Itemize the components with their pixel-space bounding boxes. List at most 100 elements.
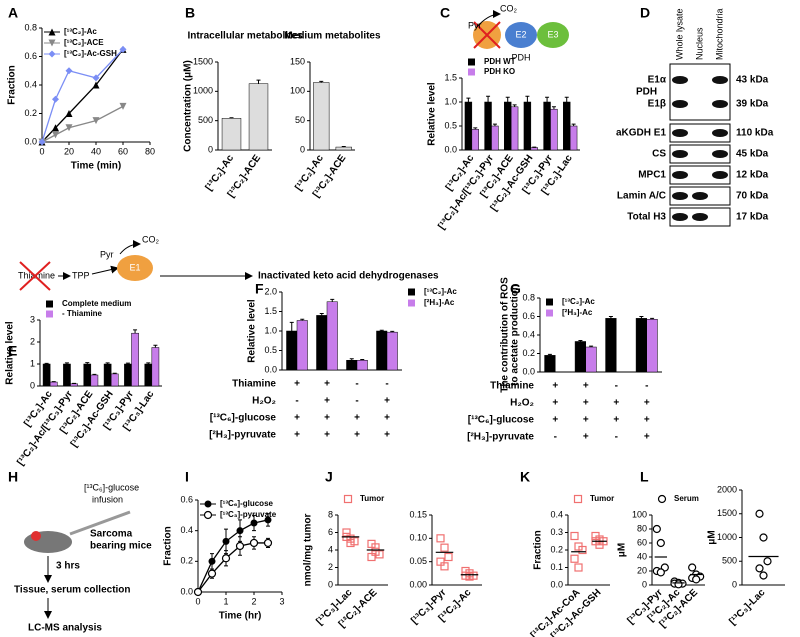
- y-tick-label: 1: [30, 358, 35, 368]
- condition-sign: +: [324, 379, 330, 390]
- point: [208, 557, 216, 565]
- bar: [296, 320, 308, 371]
- point: [688, 563, 697, 572]
- y-tick-label: 2: [30, 336, 35, 346]
- legend-label: [¹³C₂]-Ac-GSH: [64, 49, 117, 58]
- bar: [131, 332, 139, 387]
- bar: [356, 360, 368, 371]
- blot-frame: [669, 165, 731, 185]
- blot-band: [712, 76, 728, 84]
- point: [371, 543, 380, 552]
- y-tick-label: 0.0: [24, 136, 37, 146]
- mouse: [24, 531, 72, 553]
- condition-label: [¹³C₆]-glucose: [468, 415, 535, 426]
- bar: [124, 363, 132, 387]
- error-bar: [486, 95, 491, 102]
- legend-key: [546, 298, 553, 306]
- point: [759, 571, 768, 580]
- y-axis-label: Concentration (μM): [183, 60, 194, 152]
- point: [342, 528, 351, 537]
- blot-band: [712, 100, 728, 108]
- point: [38, 138, 46, 146]
- bar: [484, 101, 492, 151]
- y-tick-label: 0.2: [24, 108, 37, 118]
- bar: [49, 381, 58, 387]
- reaction-arrow: [475, 10, 501, 29]
- y-axis-label: Fraction: [533, 530, 544, 569]
- y-tick-label: 0: [208, 144, 213, 154]
- legend-label: [¹³C₂]-Ac: [424, 287, 457, 296]
- blot-frame: [669, 123, 731, 143]
- bar: [103, 363, 112, 387]
- y-tick-label: 0.4: [180, 525, 193, 535]
- point: [249, 538, 259, 548]
- error-bar: [64, 362, 69, 364]
- point: [652, 524, 661, 534]
- point: [65, 124, 73, 132]
- bar: [605, 318, 617, 373]
- y-tick-label: 0.1: [550, 562, 563, 572]
- y-tick-label: 0.4: [550, 509, 563, 519]
- y-tick-label: 0.6: [522, 311, 535, 321]
- error-bar: [319, 80, 324, 83]
- point: [235, 541, 245, 551]
- y-tick-label: 100: [632, 509, 647, 519]
- legend-key: [546, 309, 553, 317]
- axis: [39, 320, 162, 387]
- point: [440, 543, 449, 552]
- y-tick-label: 0.2: [550, 544, 563, 554]
- condition-sign: +: [324, 430, 330, 441]
- bar: [530, 147, 538, 151]
- y-tick-label: 0.0: [444, 144, 457, 154]
- condition-sign: +: [384, 396, 390, 407]
- knockout-cross: [473, 21, 501, 49]
- y-tick-label: 0.8: [522, 292, 535, 302]
- condition-sign: +: [384, 413, 390, 424]
- error-bar: [289, 321, 294, 331]
- blot-band: [712, 129, 728, 137]
- error-bar: [92, 373, 97, 375]
- legend-label: PDH WT: [484, 57, 516, 66]
- legend-label: Complete medium: [62, 299, 131, 308]
- y-tick-label: 1.5: [444, 72, 457, 82]
- error-bar: [360, 358, 365, 361]
- bar: [563, 101, 571, 151]
- y-tick-label: 0.6: [180, 494, 193, 504]
- bar: [504, 101, 512, 151]
- condition-sign: -: [615, 432, 618, 443]
- y-tick-label: 3: [30, 314, 35, 324]
- y-tick-label: 0.8: [24, 22, 37, 32]
- legend-label: [¹³C₂]-Ac: [64, 27, 97, 36]
- blot-row-label: E1α: [648, 75, 667, 86]
- blot-column: Nucleus: [694, 27, 704, 60]
- condition-label: [²H₃]-pyruvate: [467, 432, 534, 443]
- syringe: [69, 510, 131, 536]
- e3-node: [537, 22, 569, 48]
- blot-row-label: E1β: [648, 99, 666, 110]
- panel-label: B: [185, 5, 195, 21]
- point: [763, 557, 772, 566]
- blot-size: 70 kDa: [736, 191, 769, 202]
- legend-key: [468, 58, 475, 66]
- point: [578, 545, 587, 555]
- blot-band: [712, 171, 728, 179]
- error-bar: [473, 127, 478, 130]
- product: CO₂: [142, 234, 160, 244]
- point: [570, 554, 579, 563]
- mice: bearing mice: [90, 541, 152, 552]
- y-tick-label: 0: [328, 579, 333, 589]
- y-tick-label: 0.00: [409, 579, 427, 589]
- y-tick-label: 60: [637, 537, 647, 547]
- y-axis-label: to acetate production: [510, 284, 521, 386]
- point: [92, 81, 100, 89]
- e1-node: [117, 255, 153, 281]
- y-tick-label: 0.4: [24, 79, 37, 89]
- error-bar: [492, 123, 497, 126]
- legend-label: - Thiamine: [62, 309, 103, 318]
- condition-sign: -: [645, 381, 648, 392]
- error-bar: [105, 362, 110, 364]
- bar: [83, 363, 92, 387]
- axis: [567, 515, 610, 586]
- y-tick-label: 0.0: [180, 586, 193, 596]
